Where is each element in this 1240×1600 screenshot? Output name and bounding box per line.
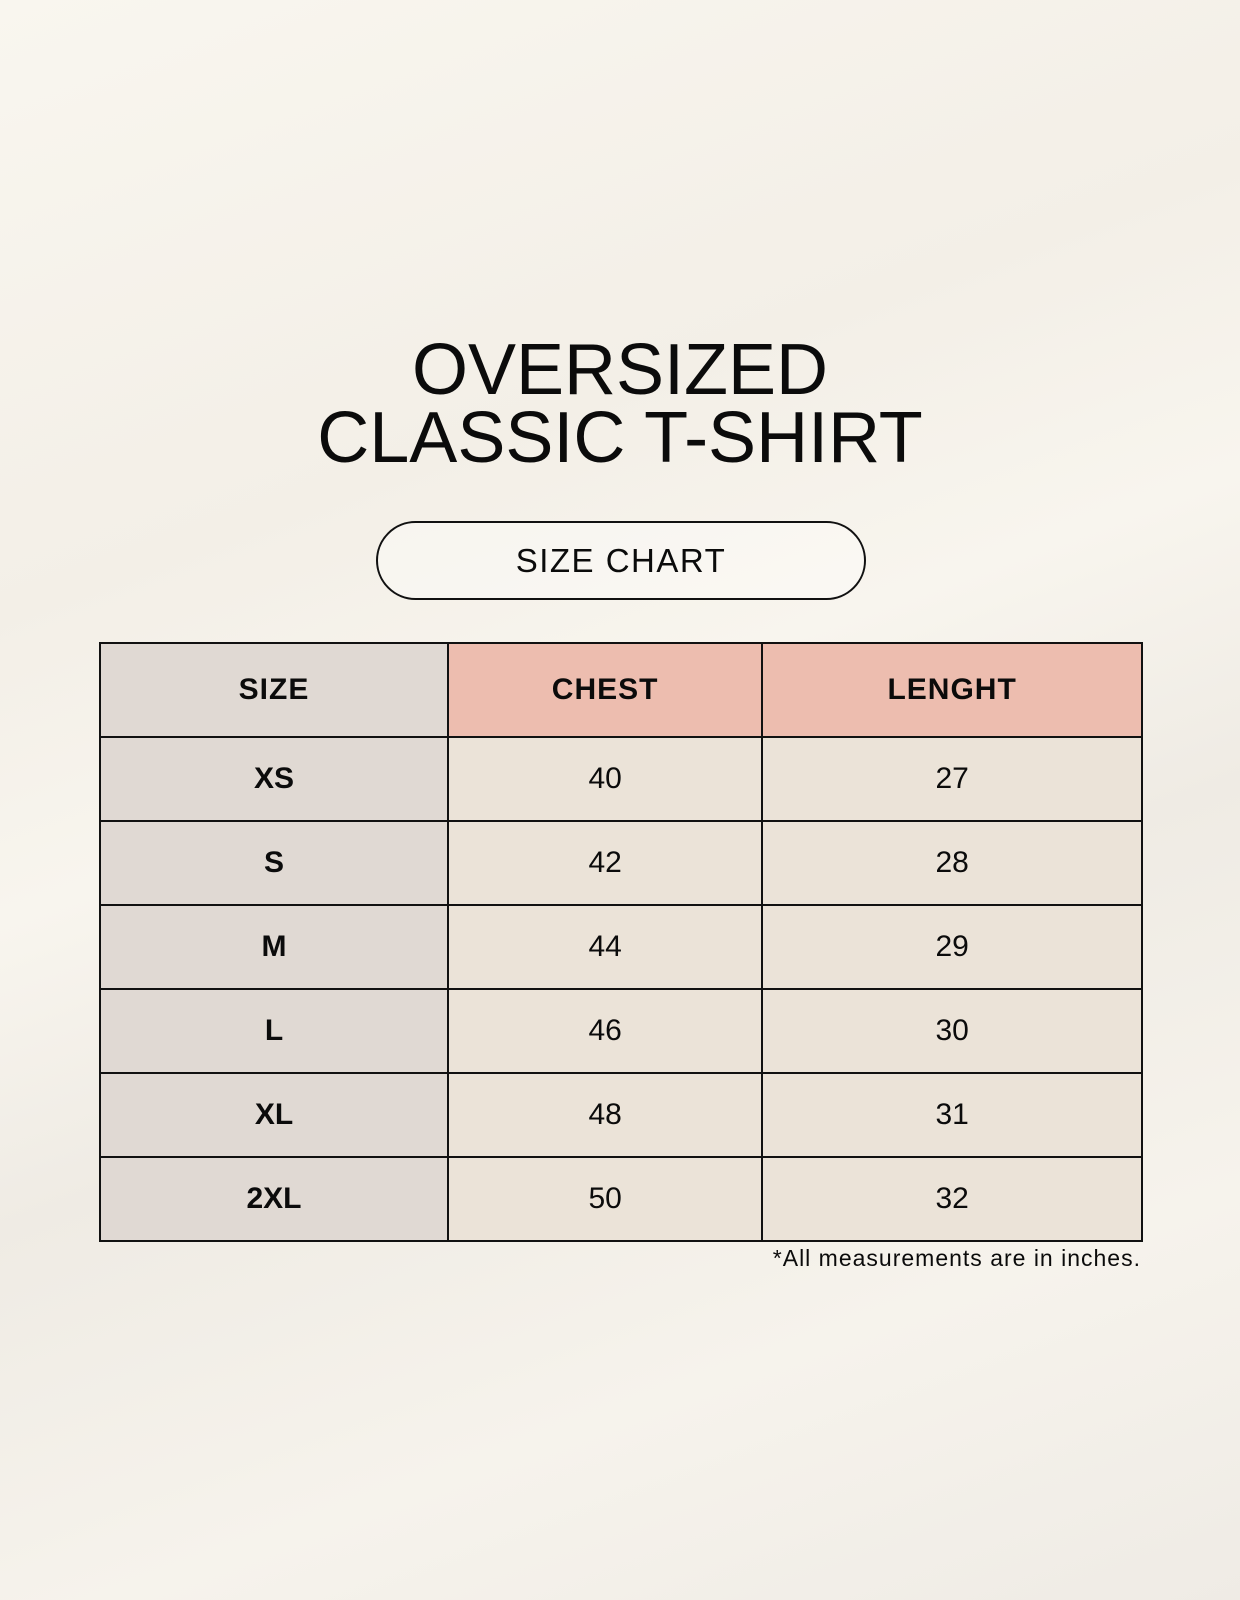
cell-size: XL [99,1072,449,1158]
cell-size: S [99,820,449,906]
cell-chest: 48 [446,1072,764,1158]
table-row: XL 48 31 [99,1072,1143,1158]
table-header-row: SIZE CHEST LENGHT [99,642,1143,738]
footnote: *All measurements are in inches. [772,1245,1141,1271]
cell-size: XS [99,736,449,822]
cell-chest: 46 [446,988,764,1074]
title-line-2: CLASSIC T-SHIRT [317,398,923,478]
cell-length: 29 [761,904,1143,990]
cell-length: 31 [761,1072,1143,1158]
cell-chest: 44 [446,904,764,990]
cell-size: 2XL [99,1156,449,1242]
table-row: L 46 30 [99,988,1143,1074]
cell-size: L [99,988,449,1074]
header-size: SIZE [99,642,449,738]
table-row: S 42 28 [99,820,1143,906]
header-length: LENGHT [761,642,1143,738]
title-line-1: OVERSIZED [411,330,829,410]
size-chart-table: SIZE CHEST LENGHT XS 40 27 S 42 28 M 44 29 L 46 30 X… [99,642,1143,1242]
cell-chest: 42 [446,820,764,906]
cell-length: 27 [761,736,1143,822]
cell-length: 32 [761,1156,1143,1242]
cell-length: 30 [761,988,1143,1074]
header-chest: CHEST [446,642,764,738]
table-row: XS 40 27 [99,736,1143,822]
table-row: M 44 29 [99,904,1143,990]
cell-chest: 40 [446,736,764,822]
cell-chest: 50 [446,1156,764,1242]
page-title: OVERSIZED CLASSIC T-SHIRT [0,330,1240,478]
size-chart-badge: SIZE CHART [376,521,866,600]
cell-length: 28 [761,820,1143,906]
table-row: 2XL 50 32 [99,1156,1143,1242]
cell-size: M [99,904,449,990]
